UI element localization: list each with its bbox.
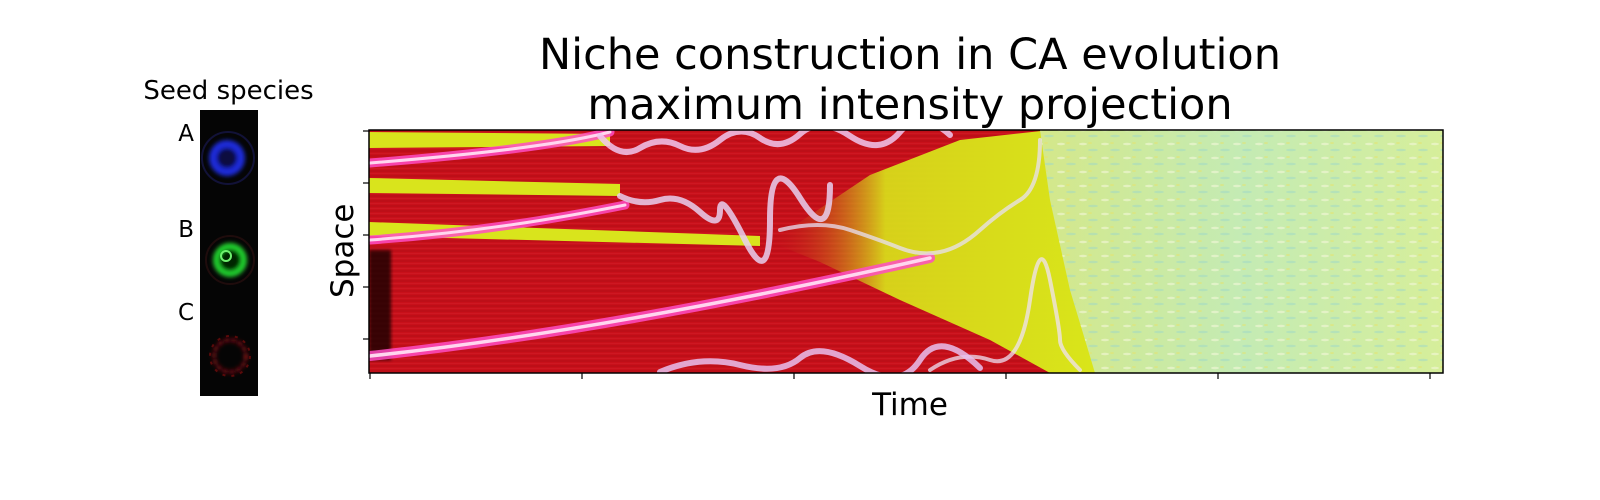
- chart-title-line-2: maximum intensity projection: [587, 80, 1233, 130]
- plot-frame: [368, 129, 1444, 374]
- chart-title-line-1: Niche construction in CA evolution: [539, 30, 1281, 80]
- x-axis-ticks: [369, 373, 1431, 379]
- x-axis-label: Time: [872, 387, 948, 423]
- chart-title: Niche construction in CA evolution maxim…: [370, 30, 1450, 130]
- species-trails: [369, 130, 1082, 373]
- late-region-texture: [1040, 130, 1443, 373]
- seed-label-b: B: [178, 217, 194, 243]
- y-axis-label: Space: [325, 203, 361, 298]
- seed-label-c: C: [177, 300, 194, 326]
- seed-species-heading: Seed species: [143, 76, 314, 106]
- seed-label-a: A: [178, 121, 194, 147]
- seed-c-image: [209, 335, 251, 377]
- seed-b-image: [205, 235, 255, 285]
- seed-species-panel: [200, 110, 258, 396]
- y-axis-ticks: [363, 130, 369, 340]
- seed-a-image: [201, 131, 255, 185]
- initial-dark-patch: [369, 250, 391, 360]
- heatmap-image: [369, 130, 1443, 373]
- niche-band-2: [369, 178, 620, 196]
